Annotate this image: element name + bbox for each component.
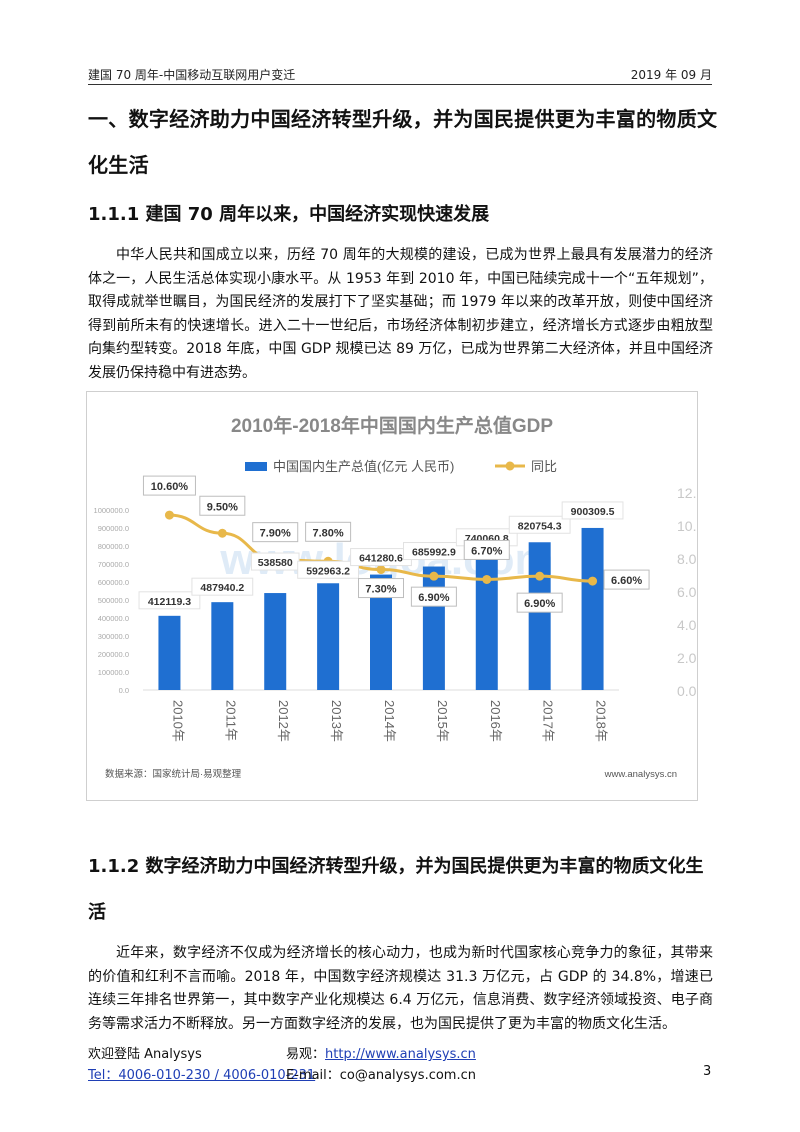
left-axis-tick: 400000.0 <box>98 614 129 623</box>
right-axis-tick: 8.00% <box>677 551 697 567</box>
line-value-label: 7.90% <box>260 528 291 540</box>
bar-value-label: 538580 <box>258 557 293 569</box>
line-value-label-box <box>516 592 563 613</box>
left-axis-tick: 100000.0 <box>98 668 129 677</box>
growth-marker <box>588 576 598 586</box>
gdp-bar <box>528 542 551 690</box>
chart-source: 数据来源：国家统计局·易观整理 <box>105 768 242 780</box>
left-axis-tick: 200000.0 <box>98 650 129 659</box>
x-axis-tick: 2016年 <box>488 700 503 742</box>
growth-marker <box>217 528 227 538</box>
line-value-label-box <box>358 578 404 599</box>
bar-value-label-box <box>191 577 254 596</box>
line-value-label-box <box>252 522 299 543</box>
left-axis-tick: 600000.0 <box>98 578 129 587</box>
footer-yiguan-link[interactable]: http://www.analysys.cn <box>325 1047 476 1062</box>
growth-marker <box>482 574 492 584</box>
left-axis-tick: 800000.0 <box>98 542 129 551</box>
gdp-bar <box>581 527 604 690</box>
growth-marker <box>164 510 174 520</box>
right-axis-tick: 10.00% <box>677 518 697 534</box>
line-value-label: 6.60% <box>611 575 642 587</box>
x-axis-tick: 2010年 <box>170 700 185 742</box>
section-2-paragraph: 近年来，数字经济不仅成为经济增长的核心动力，也成为新时代国家核心竞争力的象征，其… <box>88 945 713 1032</box>
bar-value-label: 641280.6 <box>359 553 403 565</box>
right-axis-tick: 12.00% <box>677 485 697 501</box>
page-header: 建国 70 周年-中国移动互联网用户变迁 2019 年 09 月 <box>88 66 712 85</box>
page-number: 3 <box>703 1064 712 1079</box>
bar-value-label-box <box>297 560 360 579</box>
line-value-label: 6.70% <box>471 545 502 557</box>
bar-value-label: 487940.2 <box>200 582 244 594</box>
line-value-label-box <box>199 495 246 516</box>
bar-value-label: 685992.9 <box>412 547 456 559</box>
legend-bar-label: 中国国内生产总值(亿元 人民币) <box>273 459 454 474</box>
right-axis-tick: 0.00% <box>677 683 697 699</box>
line-value-label-box <box>410 586 457 607</box>
footer-tel[interactable]: Tel：4006-010-230 / 4006-010-231 <box>88 1064 315 1083</box>
x-axis-tick: 2018年 <box>594 700 609 742</box>
chart-title: 2010年-2018年中国国内生产总值GDP <box>231 414 553 437</box>
x-axis-tick: 2012年 <box>276 700 291 742</box>
footer-yiguan-label: 易观： <box>286 1047 326 1062</box>
bar-value-label: 900309.5 <box>571 506 615 518</box>
gdp-bar <box>158 615 181 690</box>
bar-value-label: 412119.3 <box>148 596 191 608</box>
x-axis-tick: 2013年 <box>329 700 344 742</box>
x-axis-tick: 2017年 <box>541 700 556 742</box>
bar-value-label-box <box>138 591 201 610</box>
gdp-bar <box>317 583 340 690</box>
x-axis-tick: 2014年 <box>382 700 397 742</box>
line-value-label-box <box>142 475 196 496</box>
bar-value-label-box <box>561 501 624 520</box>
line-value-label: 10.60% <box>151 481 189 493</box>
growth-marker <box>376 565 386 575</box>
legend-line-label: 同比 <box>531 459 557 474</box>
section-1-paragraph: 中华人民共和国成立以来，历经 70 周年的大规模的建设，已成为世界上最具有发展潜… <box>88 247 713 381</box>
right-axis-tick: 2.00% <box>677 650 697 666</box>
gdp-bar <box>211 602 234 690</box>
right-axis-tick: 6.00% <box>677 584 697 600</box>
gdp-bar <box>475 556 498 690</box>
legend-bar-swatch <box>245 462 267 471</box>
legend-line-marker <box>505 461 515 471</box>
line-value-label-box <box>463 539 510 560</box>
x-axis-tick: 2015年 <box>435 700 450 742</box>
footer-tel-text[interactable]: Tel：4006-010-230 / 4006-010-231 <box>88 1068 316 1083</box>
left-axis-tick: 900000.0 <box>98 524 129 533</box>
gdp-bar <box>264 593 287 690</box>
chapter-title: 一、数字经济助力中国经济转型升级，并为国民提供更为丰富的物质文化生活 <box>88 107 718 177</box>
left-axis-tick: 1000000.0 <box>94 506 129 515</box>
line-value-label: 7.30% <box>365 584 396 596</box>
line-value-label: 6.90% <box>524 598 555 610</box>
footer-email: E-mail：co@analysys.com.cn <box>286 1068 476 1083</box>
bar-value-label-box <box>508 515 571 534</box>
left-axis-tick: 0.0 <box>119 686 129 695</box>
line-value-label: 7.80% <box>313 527 344 539</box>
growth-marker <box>429 571 439 581</box>
gdp-chart-svg: 2010年-2018年中国国内生产总值GDPwww.logoa.com中国国内生… <box>94 414 725 780</box>
section-title-1-1-1: 1.1.1 建国 70 周年以来，中国经济实现快速发展 <box>88 204 490 225</box>
chart-site: www.analysys.cn <box>604 769 677 780</box>
bar-value-label: 592963.2 <box>306 565 350 577</box>
x-axis-tick: 2011年 <box>223 700 238 741</box>
section-title-1-1-2: 1.1.2 数字经济助力中国经济转型升级，并为国民提供更为丰富的物质文化生活 <box>88 856 704 923</box>
footer-welcome: 欢迎登陆 Analysys <box>88 1047 202 1062</box>
line-value-label: 9.50% <box>207 501 238 513</box>
gdp-bar <box>370 574 392 690</box>
line-value-label: 6.90% <box>418 592 449 604</box>
gdp-chart: 2010年-2018年中国国内生产总值GDPwww.logoa.com中国国内生… <box>86 391 725 801</box>
line-value-label-box <box>305 521 352 542</box>
right-axis-tick: 4.00% <box>677 617 697 633</box>
left-axis-tick: 500000.0 <box>98 596 129 605</box>
gdp-bar <box>422 566 445 690</box>
left-axis-tick: 300000.0 <box>98 632 129 641</box>
bar-value-label: 820754.3 <box>518 520 562 532</box>
left-axis-tick: 700000.0 <box>98 560 129 569</box>
header-date: 2019 年 09 月 <box>630 68 712 82</box>
footer-yiguan: 易观：http://www.analysys.cn <box>286 1043 476 1062</box>
header-title: 建国 70 周年-中国移动互联网用户变迁 <box>88 68 296 82</box>
line-value-label-box <box>603 569 650 590</box>
growth-marker <box>535 571 545 581</box>
